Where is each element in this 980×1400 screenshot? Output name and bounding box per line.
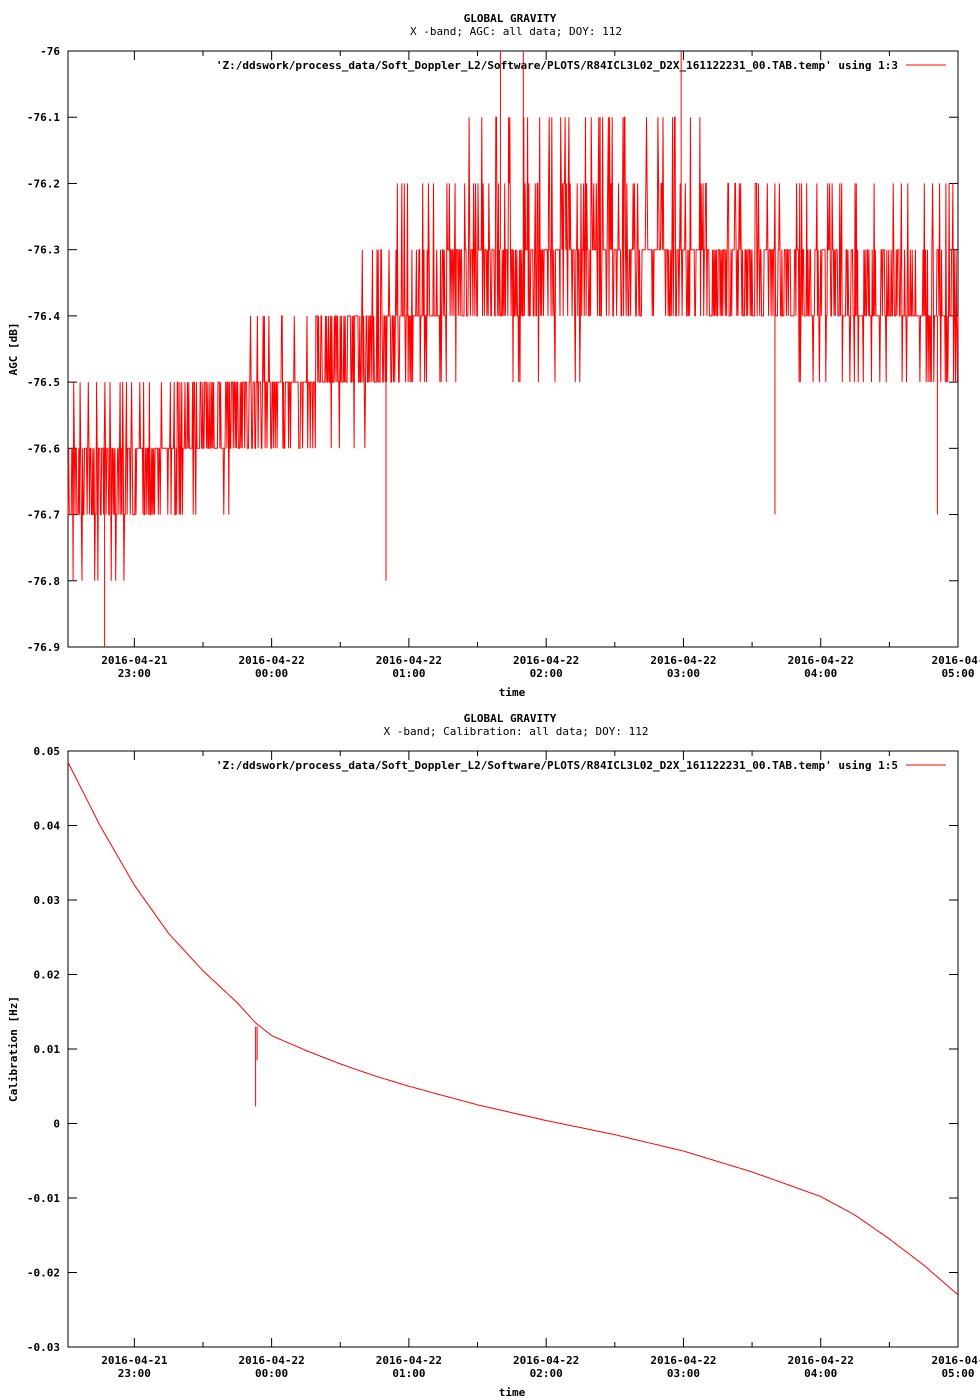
calibration-y-tick-label: 0.01	[34, 1043, 61, 1056]
calibration-chart-subtitle: X -band; Calibration: all data; DOY: 112	[384, 725, 649, 738]
agc-x-tick-time-label: 04:00	[804, 667, 837, 680]
agc-series-line	[67, 116, 959, 581]
calibration-x-tick-date-label: 2016-04-22	[788, 1354, 854, 1367]
calibration-y-tick-label: 0	[53, 1118, 60, 1131]
calibration-x-tick-time-label: 01:00	[392, 1367, 425, 1380]
agc-y-tick-label: -76.7	[27, 509, 60, 522]
agc-legend-label: 'Z:/ddswork/process_data/Soft_Doppler_L2…	[216, 59, 898, 72]
agc-x-tick-date-label: 2016-04-	[932, 654, 980, 667]
agc-y-tick-label: -76.2	[27, 177, 60, 190]
agc-x-tick-date-label: 2016-04-22	[788, 654, 854, 667]
calibration-series-line	[67, 761, 959, 1296]
calibration-x-tick-date-label: 2016-04-	[932, 1354, 980, 1367]
agc-x-tick-time-label: 00:00	[255, 667, 288, 680]
agc-x-tick-date-label: 2016-04-22	[513, 654, 579, 667]
calibration-x-tick-time-label: 05:00	[941, 1367, 974, 1380]
calibration-plot-frame	[67, 750, 959, 1348]
agc-x-tick-date-label: 2016-04-21	[101, 654, 168, 667]
calibration-y-tick-label: 0.04	[34, 820, 61, 833]
agc-x-tick-date-label: 2016-04-22	[650, 654, 716, 667]
calibration-x-tick-date-label: 2016-04-22	[513, 1354, 579, 1367]
calibration-y-tick-label: -0.01	[27, 1192, 60, 1205]
agc-x-axis-label: time	[499, 686, 526, 699]
agc-y-tick-label: -76	[40, 45, 60, 58]
calibration-y-tick-label: -0.02	[27, 1267, 60, 1280]
calibration-y-tick-label: 0.03	[34, 894, 61, 907]
calibration-x-tick-time-label: 00:00	[255, 1367, 288, 1380]
agc-y-tick-label: -76.8	[27, 575, 60, 588]
agc-x-tick-time-label: 23:00	[118, 667, 151, 680]
agc-x-tick-time-label: 05:00	[941, 667, 974, 680]
calibration-chart: GLOBAL GRAVITY X -band; Calibration: all…	[7, 712, 980, 1399]
calibration-x-tick-date-label: 2016-04-22	[239, 1354, 305, 1367]
agc-chart-subtitle: X -band; AGC: all data; DOY: 112	[410, 25, 622, 38]
agc-y-tick-label: -76.6	[27, 442, 60, 455]
calibration-legend-label: 'Z:/ddswork/process_data/Soft_Doppler_L2…	[216, 759, 898, 772]
agc-y-axis-label: AGC [dB]	[7, 323, 20, 376]
agc-x-tick-date-label: 2016-04-22	[376, 654, 442, 667]
agc-chart: GLOBAL GRAVITY X -band; AGC: all data; D…	[7, 12, 980, 699]
agc-y-tick-label: -76.3	[27, 244, 60, 257]
calibration-y-tick-label: 0.02	[34, 969, 61, 982]
agc-x-tick-time-label: 01:00	[392, 667, 425, 680]
calibration-x-tick-date-label: 2016-04-22	[650, 1354, 716, 1367]
agc-y-tick-label: -76.9	[27, 641, 60, 654]
calibration-x-tick-time-label: 04:00	[804, 1367, 837, 1380]
calibration-chart-title: GLOBAL GRAVITY	[464, 712, 557, 725]
agc-x-tick-date-label: 2016-04-22	[239, 654, 305, 667]
agc-y-tick-label: -76.1	[27, 111, 60, 124]
calibration-x-tick-date-label: 2016-04-22	[376, 1354, 442, 1367]
agc-chart-title: GLOBAL GRAVITY	[464, 12, 557, 25]
agc-x-tick-time-label: 03:00	[667, 667, 700, 680]
calibration-x-tick-date-label: 2016-04-21	[101, 1354, 168, 1367]
calibration-y-axis-label: Calibration [Hz]	[7, 996, 20, 1102]
calibration-y-tick-label: 0.05	[34, 745, 61, 758]
calibration-x-tick-time-label: 03:00	[667, 1367, 700, 1380]
calibration-y-tick-label: -0.03	[27, 1341, 60, 1354]
agc-y-tick-label: -76.4	[27, 310, 60, 323]
calibration-x-axis-label: time	[499, 1386, 526, 1399]
agc-y-tick-label: -76.5	[27, 376, 60, 389]
calibration-x-tick-time-label: 23:00	[118, 1367, 151, 1380]
agc-x-tick-time-label: 02:00	[530, 667, 563, 680]
calibration-x-tick-time-label: 02:00	[530, 1367, 563, 1380]
